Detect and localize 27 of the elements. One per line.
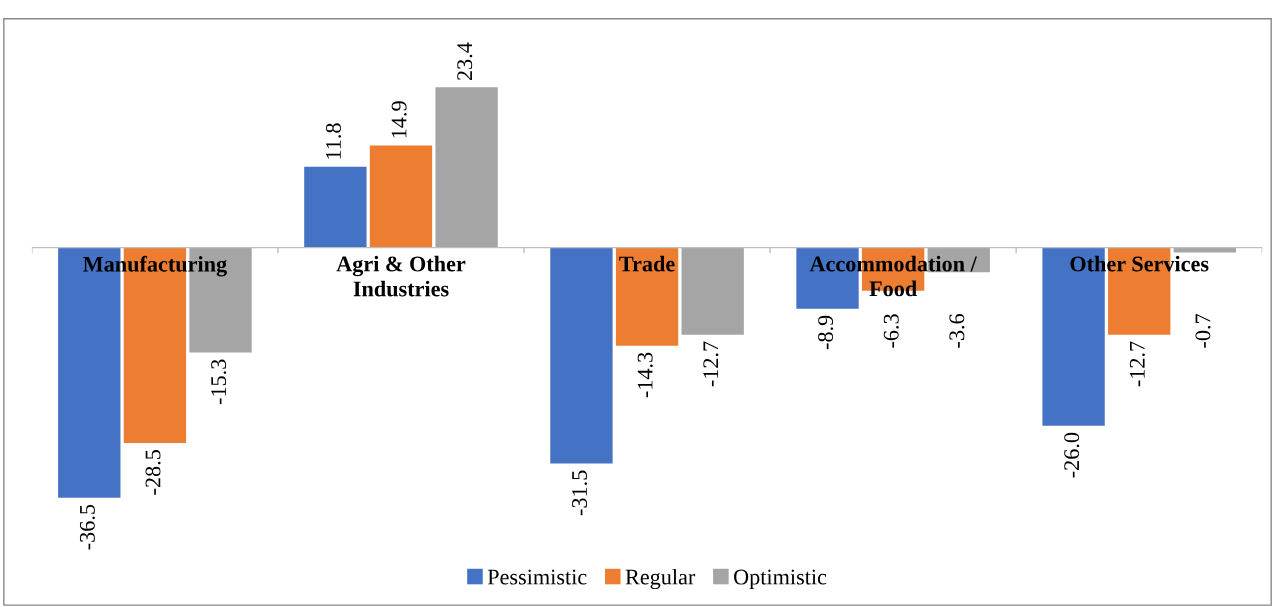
data-label: -3.6 xyxy=(949,313,965,348)
legend-label: Optimistic xyxy=(734,569,827,590)
bar xyxy=(435,87,498,248)
data-label: 14.9 xyxy=(391,101,407,138)
data-label: -12.7 xyxy=(703,341,719,387)
data-label: -14.3 xyxy=(637,352,653,398)
data-label: -26.0 xyxy=(1064,432,1080,478)
bar xyxy=(369,145,433,248)
data-label: 11.8 xyxy=(325,123,342,159)
data-label: -28.5 xyxy=(145,450,161,495)
bar xyxy=(681,247,744,335)
data-label: -31.5 xyxy=(572,470,588,516)
x-tick-label: Trade xyxy=(619,255,675,272)
bar xyxy=(304,166,367,248)
bar xyxy=(615,247,679,346)
bar xyxy=(550,247,613,464)
data-label: 23.4 xyxy=(457,42,473,81)
data-label: -36.5 xyxy=(79,504,95,550)
data-label: -6.3 xyxy=(883,314,899,348)
data-label: -15.3 xyxy=(211,359,227,405)
legend-label: Regular xyxy=(625,568,696,590)
data-label: -0.7 xyxy=(1195,313,1211,348)
x-tick-label: Agri & Other Industries xyxy=(336,255,466,297)
legend-label: Pessimistic xyxy=(487,569,587,585)
data-label: -12.7 xyxy=(1129,341,1145,387)
x-tick-label: Manufacturing xyxy=(83,255,227,277)
data-label: -8.9 xyxy=(818,315,834,350)
